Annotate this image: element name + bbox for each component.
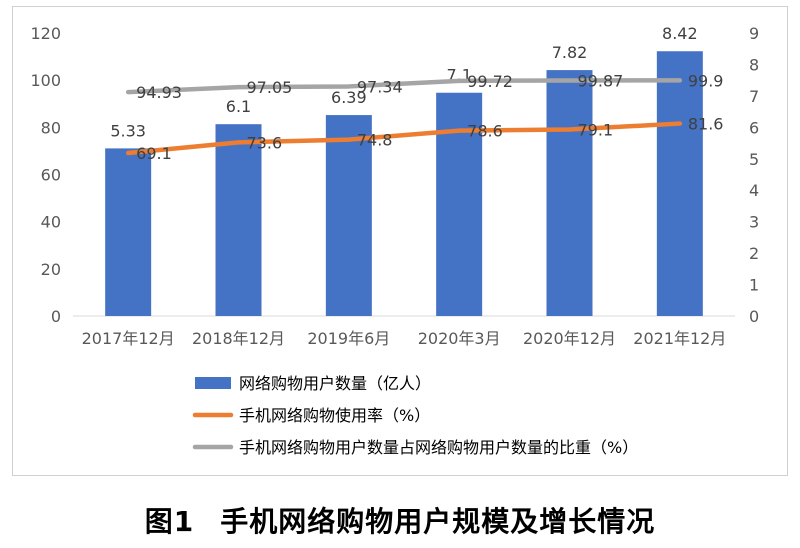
line-value-label: 73.6 xyxy=(247,133,283,152)
right-axis-tick: 9 xyxy=(749,24,759,43)
legend-swatch-bar xyxy=(195,377,231,389)
left-axis-tick: 60 xyxy=(41,166,61,185)
line-value-label: 69.1 xyxy=(136,144,172,163)
legend-label: 手机网络购物用户数量占网络购物用户数量的比重（%） xyxy=(239,438,638,457)
bar-0 xyxy=(105,148,152,316)
line-value-label: 97.34 xyxy=(357,77,403,96)
left-axis-tick: 0 xyxy=(51,307,61,326)
x-axis-tick: 2021年12月 xyxy=(633,329,726,348)
bar-value-label: 6.1 xyxy=(226,97,251,116)
left-axis-tick: 80 xyxy=(41,118,61,137)
left-axis-tick: 40 xyxy=(41,213,61,232)
line-value-label: 79.1 xyxy=(578,120,614,139)
chart-canvas: 0 20 40 60 80 100 120 0 1 2 3 4 5 6 7 8 9 2017年12月 2018年12… xyxy=(30,24,759,457)
right-axis-tick: 7 xyxy=(749,87,759,106)
left-axis-tick: 20 xyxy=(41,260,61,279)
figure-caption: 图1 手机网络购物用户规模及增长情况 xyxy=(0,500,800,540)
line-value-label: 94.93 xyxy=(136,83,182,102)
left-axis-tick: 120 xyxy=(30,24,61,43)
x-axis-tick: 2019年6月 xyxy=(307,329,390,348)
x-axis-tick: 2017年12月 xyxy=(82,329,175,348)
bar-value-label: 6.39 xyxy=(331,88,367,107)
x-axis-tick: 2020年12月 xyxy=(523,329,616,348)
bar-2 xyxy=(325,115,372,316)
right-axis-tick: 4 xyxy=(749,181,759,200)
line-value-label: 99.9 xyxy=(688,71,724,90)
figure-number: 图1 xyxy=(144,505,195,538)
line-value-label: 99.87 xyxy=(578,71,624,90)
right-axis-tick: 6 xyxy=(749,118,759,137)
line-value-label: 97.05 xyxy=(247,78,293,97)
line-value-label: 81.6 xyxy=(688,115,724,134)
line-value-label: 74.8 xyxy=(357,131,393,150)
bar-value-label: 5.33 xyxy=(110,121,146,140)
figure-title: 手机网络购物用户规模及增长情况 xyxy=(220,505,656,538)
line-value-label: 78.6 xyxy=(467,122,503,141)
bar-value-label: 8.42 xyxy=(662,24,698,43)
bar-4 xyxy=(546,70,593,316)
right-axis-tick: 2 xyxy=(749,244,759,263)
left-axis-tick: 100 xyxy=(30,71,61,90)
right-axis-tick: 5 xyxy=(749,150,759,169)
right-axis-tick: 0 xyxy=(749,307,759,326)
x-axis-tick: 2020年3月 xyxy=(418,329,501,348)
bar-1 xyxy=(215,124,262,316)
chart-frame: 0 20 40 60 80 100 120 0 1 2 3 4 5 6 7 8 9 2017年12月 2018年12… xyxy=(12,6,788,476)
x-axis-tick: 2018年12月 xyxy=(192,329,285,348)
legend-label: 网络购物用户数量（亿人） xyxy=(239,374,431,393)
line-value-label: 99.72 xyxy=(467,72,513,91)
legend-label: 手机网络购物使用率（%） xyxy=(239,406,430,425)
line-series-1 xyxy=(125,78,683,95)
bar-5 xyxy=(656,51,703,316)
bar-value-label: 7.82 xyxy=(552,43,588,62)
right-axis-tick: 8 xyxy=(749,55,759,74)
line-series-0 xyxy=(125,121,683,156)
right-axis-tick: 3 xyxy=(749,213,759,232)
right-axis-tick: 1 xyxy=(749,276,759,295)
